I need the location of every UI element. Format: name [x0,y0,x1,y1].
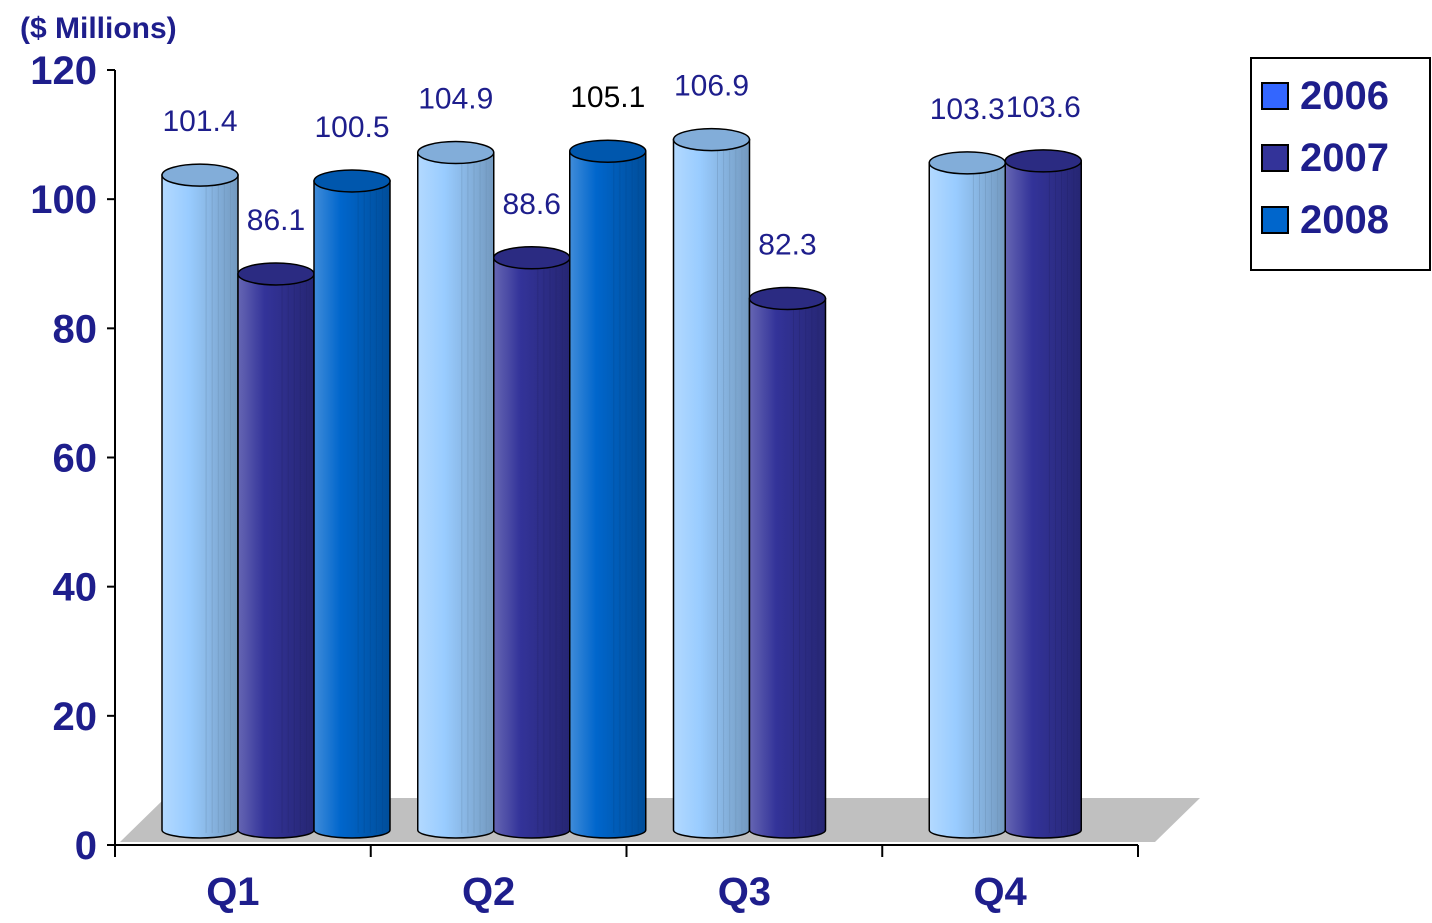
x-tick-label: Q3 [718,870,771,914]
bar-2006-Q2 [417,140,495,839]
x-tick-label: Q4 [973,870,1027,914]
legend-label-2006: 2006 [1300,74,1389,118]
data-label-2008-Q2: 105.1 [570,81,645,114]
y-axis-unit-label: ($ Millions) [20,12,177,45]
legend-label-2008: 2008 [1300,198,1389,242]
y-tick-label: 100 [30,178,97,222]
data-label-2007-Q4: 103.6 [1006,91,1081,124]
bar-2007-Q3 [748,286,827,839]
y-tick-label: 60 [53,437,98,481]
data-labels: 101.4 86.1 100.5 104.9 88.6 105.1 106.9 82.3 103… [162,70,1080,262]
bar-2008-Q1 [313,169,391,839]
legend: 2006 2007 2008 [1250,57,1431,271]
bar-2006-Q1 [161,163,239,839]
bar-2007-Q2 [493,246,571,839]
legend-label-2007: 2007 [1300,136,1389,180]
x-tick-label: Q2 [462,870,515,914]
data-label-2006-Q1: 101.4 [162,105,237,138]
y-tick-label: 80 [53,307,98,351]
y-tick-label: 120 [30,49,97,93]
data-label-2007-Q1: 86.1 [247,204,305,237]
data-label-2007-Q2: 88.6 [503,188,561,221]
legend-swatch-2008 [1261,206,1289,234]
bars [161,127,1082,839]
bar-2008-Q2 [569,139,647,839]
y-tick-label: 0 [75,824,97,868]
data-label-2008-Q1: 100.5 [314,111,389,144]
y-tick-label: 40 [53,566,98,610]
bar-2006-Q3 [672,127,751,839]
data-label-2006-Q4: 103.3 [930,93,1005,126]
data-label-2006-Q3: 106.9 [674,70,749,103]
axes: 0 20 40 60 80 100 120 Q1 Q2 Q3 Q4 [30,49,1139,914]
data-label-2006-Q2: 104.9 [418,83,493,116]
y-tick-label: 20 [53,695,98,739]
bar-2007-Q1 [237,262,315,839]
legend-swatch-2007 [1261,144,1289,172]
bar-2007-Q4 [1004,149,1082,839]
data-label-2007-Q3: 82.3 [758,228,816,261]
bar-2006-Q4 [928,151,1006,839]
x-tick-label: Q1 [206,870,259,914]
legend-swatch-2006 [1261,82,1289,110]
